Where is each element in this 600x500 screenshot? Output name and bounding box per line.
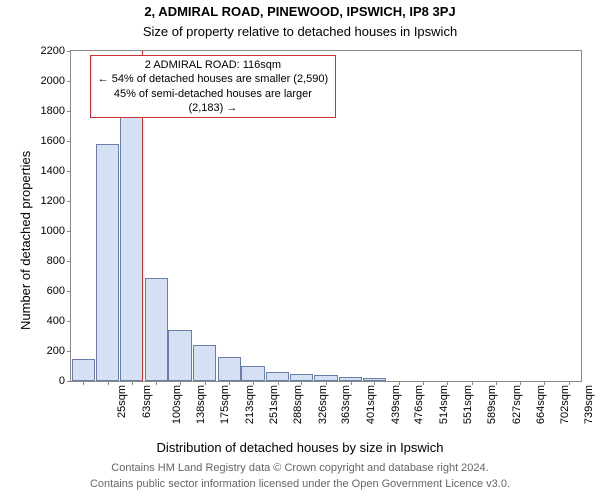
x-tick-label: 702sqm <box>559 385 571 424</box>
annotation-line-1: 2 ADMIRAL ROAD: 116sqm <box>97 58 329 72</box>
x-tick <box>132 381 133 385</box>
x-tick-label: 363sqm <box>341 385 353 424</box>
x-tick-label: 589sqm <box>487 385 499 424</box>
x-tick-label: 63sqm <box>141 385 153 418</box>
y-tick-label: 1800 <box>41 105 71 117</box>
histogram-bar <box>145 278 168 382</box>
y-tick-label: 0 <box>59 375 71 387</box>
x-tick-label: 401sqm <box>365 385 377 424</box>
y-tick-label: 1400 <box>41 165 71 177</box>
histogram-bar <box>266 372 289 381</box>
chart-address-title: 2, ADMIRAL ROAD, PINEWOOD, IPSWICH, IP8 … <box>0 4 600 19</box>
x-tick <box>180 381 181 385</box>
x-tick <box>472 381 473 385</box>
x-tick <box>108 381 109 385</box>
x-tick-label: 739sqm <box>583 385 595 424</box>
x-tick-label: 627sqm <box>511 385 523 424</box>
histogram-bar <box>290 374 313 382</box>
histogram-bar <box>72 359 95 382</box>
annotation-line-2: ← 54% of detached houses are smaller (2,… <box>97 72 329 86</box>
y-tick-label: 2200 <box>41 45 71 57</box>
x-tick <box>301 381 302 385</box>
histogram-bar <box>96 144 119 381</box>
x-tick-label: 326sqm <box>317 385 329 424</box>
annotation-box: 2 ADMIRAL ROAD: 116sqm ← 54% of detached… <box>90 55 336 118</box>
x-tick <box>569 381 570 385</box>
x-tick-label: 251sqm <box>268 385 280 424</box>
x-tick-label: 138sqm <box>195 385 207 424</box>
x-tick <box>374 381 375 385</box>
x-tick <box>156 381 157 385</box>
x-tick <box>326 381 327 385</box>
x-tick <box>229 381 230 385</box>
y-tick-label: 600 <box>47 285 71 297</box>
y-tick-label: 1600 <box>41 135 71 147</box>
histogram-bar <box>218 357 241 381</box>
y-tick-label: 2000 <box>41 75 71 87</box>
x-tick <box>544 381 545 385</box>
y-tick-label: 1200 <box>41 195 71 207</box>
x-tick-label: 25sqm <box>116 385 128 418</box>
y-tick-label: 400 <box>47 315 71 327</box>
y-axis-label: Number of detached properties <box>18 151 33 330</box>
x-tick-label: 514sqm <box>438 385 450 424</box>
x-tick-label: 213sqm <box>244 385 256 424</box>
x-tick-label: 439sqm <box>390 385 402 424</box>
histogram-bar <box>241 366 264 381</box>
y-tick-label: 200 <box>47 345 71 357</box>
x-tick-label: 664sqm <box>535 385 547 424</box>
y-tick-label: 800 <box>47 255 71 267</box>
x-tick <box>278 381 279 385</box>
x-tick-label: 100sqm <box>171 385 183 424</box>
x-tick <box>447 381 448 385</box>
x-tick <box>205 381 206 385</box>
histogram-bar <box>193 345 216 381</box>
footer-copyright-2: Contains public sector information licen… <box>0 478 600 490</box>
chart-subtitle: Size of property relative to detached ho… <box>0 24 600 39</box>
x-tick-label: 476sqm <box>414 385 426 424</box>
x-tick <box>399 381 400 385</box>
x-tick-label: 551sqm <box>462 385 474 424</box>
plot-area: 2 ADMIRAL ROAD: 116sqm ← 54% of detached… <box>70 50 582 382</box>
x-tick-label: 175sqm <box>219 385 231 424</box>
histogram-bar <box>168 330 191 381</box>
annotation-line-3: 45% of semi-detached houses are larger (… <box>97 87 329 116</box>
x-tick <box>496 381 497 385</box>
x-axis-label: Distribution of detached houses by size … <box>0 440 600 455</box>
x-tick <box>83 381 84 385</box>
x-tick <box>351 381 352 385</box>
y-tick-label: 1000 <box>41 225 71 237</box>
x-tick <box>253 381 254 385</box>
histogram-bar <box>120 117 143 381</box>
footer-copyright-1: Contains HM Land Registry data © Crown c… <box>0 462 600 474</box>
chart-container: 2, ADMIRAL ROAD, PINEWOOD, IPSWICH, IP8 … <box>0 0 600 500</box>
x-tick <box>520 381 521 385</box>
x-tick-label: 288sqm <box>292 385 304 424</box>
x-tick <box>423 381 424 385</box>
